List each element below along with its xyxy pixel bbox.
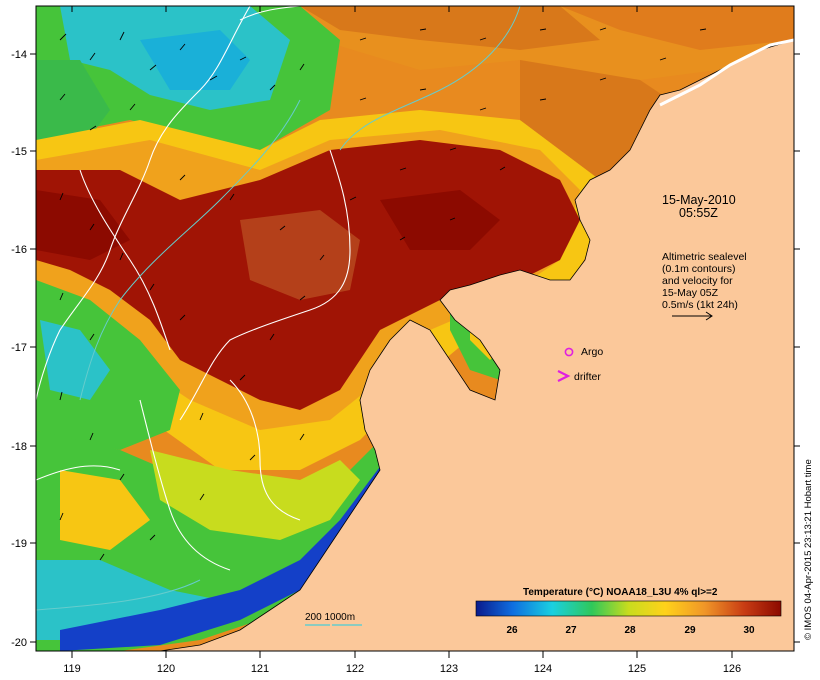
x-axis <box>71 6 733 658</box>
x-tick-label: 125 <box>628 663 646 675</box>
y-tick-label: -20 <box>11 637 27 649</box>
date-label: 15-May-2010 <box>662 193 736 207</box>
x-tick-label: 124 <box>534 663 552 675</box>
argo-label: Argo <box>581 346 603 358</box>
x-tick-label: 120 <box>157 663 175 675</box>
x-tick-label: 126 <box>723 663 741 675</box>
velocity-arrows <box>59 27 707 561</box>
colorbar-tick-label: 26 <box>506 625 518 636</box>
land-mass <box>159 39 794 651</box>
y-axis <box>30 53 800 643</box>
colorbar-gradient <box>475 600 782 617</box>
bathymetry-contours <box>36 6 521 611</box>
plot-frame <box>35 5 795 652</box>
altimetry-line: and velocity for <box>662 275 733 287</box>
colorbar-tick-label: 28 <box>624 625 636 636</box>
colorbar: Temperature (°C) NOAA18_L3U 4% ql>=2 26 … <box>475 587 782 636</box>
colorbar-tick-label: 27 <box>565 625 577 636</box>
drifter-label: drifter <box>574 371 601 383</box>
y-tick-label: -15 <box>11 146 27 158</box>
sst-field <box>36 6 794 651</box>
x-tick-label: 122 <box>346 663 364 675</box>
altimetry-line: (0.1m contours) <box>662 263 736 275</box>
y-tick-label: -18 <box>11 441 27 453</box>
argo-marker <box>564 347 574 357</box>
x-tick-label: 123 <box>440 663 458 675</box>
y-tick-label: -19 <box>11 538 27 550</box>
y-tick-label: -17 <box>11 342 27 354</box>
altimetry-line: 15-May 05Z <box>662 287 719 299</box>
drifter-marker <box>557 370 571 382</box>
sealevel-contours <box>36 6 351 571</box>
colorbar-tick-label: 29 <box>684 625 696 636</box>
time-label: 05:55Z <box>679 206 718 220</box>
y-tick-label: -14 <box>11 49 27 61</box>
velocity-scale-arrow <box>672 311 713 321</box>
credit-text: © IMOS 04-Apr-2015 23:13:21 Hobart time <box>803 459 814 640</box>
x-tick-label: 119 <box>63 663 81 675</box>
colorbar-title: Temperature (°C) NOAA18_L3U 4% ql>=2 <box>523 587 718 598</box>
altimetry-legend: Altimetric sealevel (0.1m contours) and … <box>662 251 747 311</box>
altimetry-line: 0.5m/s (1kt 24h) <box>662 299 738 311</box>
altimetry-line: Altimetric sealevel <box>662 251 747 263</box>
x-tick-label: 121 <box>251 663 269 675</box>
y-tick-label: -16 <box>11 244 27 256</box>
bathymetry-label: 200 1000m <box>305 612 355 623</box>
colorbar-tick-label: 30 <box>743 625 755 636</box>
